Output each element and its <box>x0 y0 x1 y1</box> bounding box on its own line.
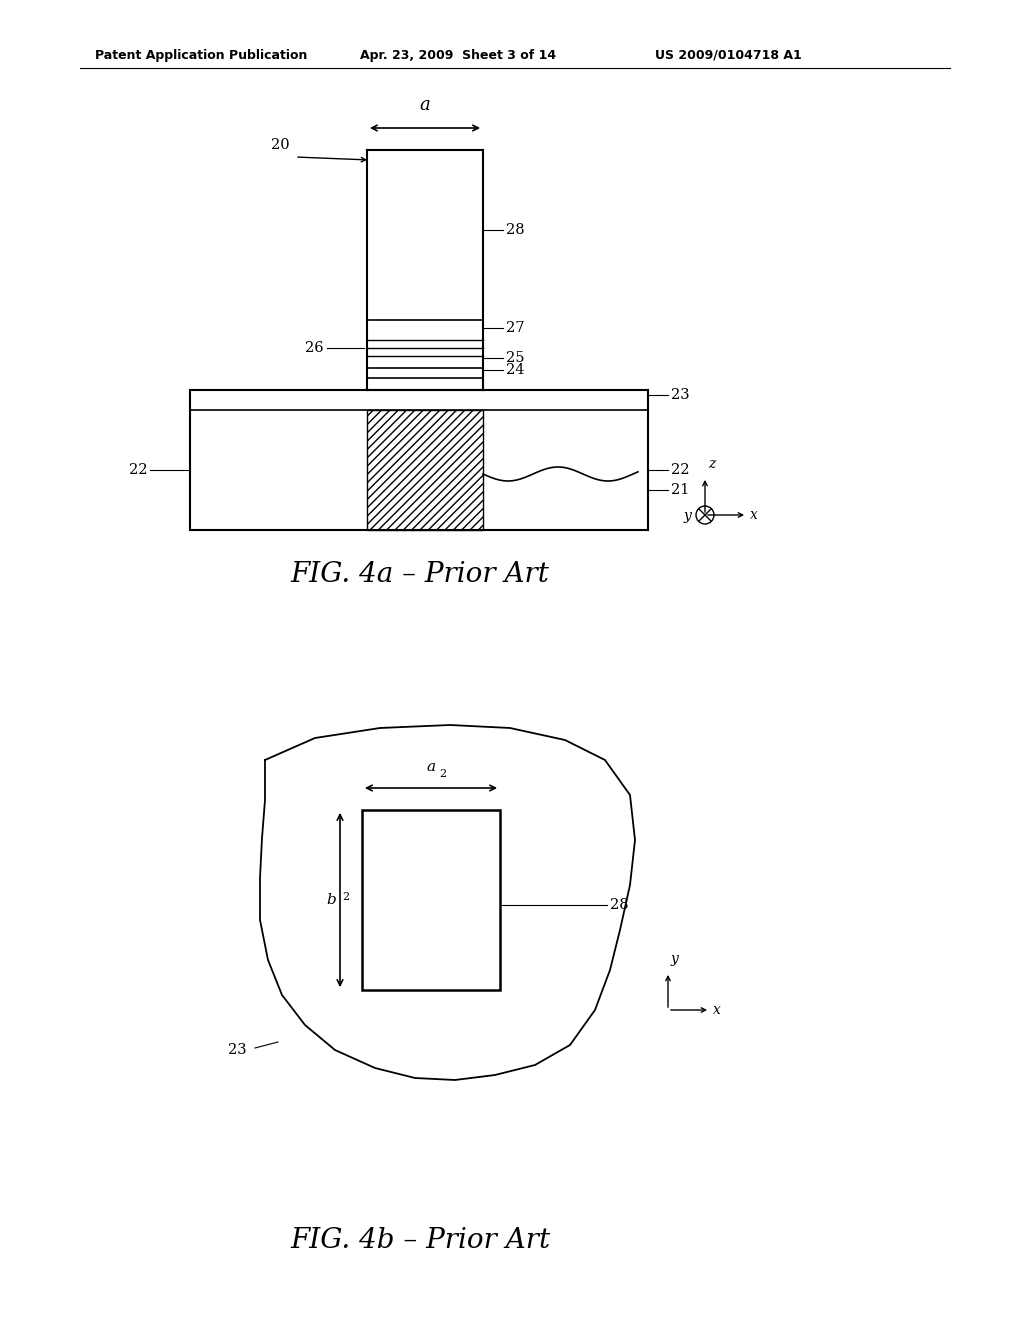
Text: 2: 2 <box>342 892 349 902</box>
Text: a: a <box>426 760 435 774</box>
Text: a: a <box>420 96 430 114</box>
Text: FIG. 4b – Prior Art: FIG. 4b – Prior Art <box>290 1226 550 1254</box>
Text: Patent Application Publication: Patent Application Publication <box>95 49 307 62</box>
Text: US 2009/0104718 A1: US 2009/0104718 A1 <box>655 49 802 62</box>
Text: 23: 23 <box>228 1043 247 1057</box>
Text: 27: 27 <box>506 321 524 335</box>
Text: 23: 23 <box>671 388 689 403</box>
Text: 24: 24 <box>506 363 524 378</box>
Text: 28: 28 <box>610 898 629 912</box>
Text: z: z <box>708 457 715 471</box>
Text: 20: 20 <box>270 139 290 152</box>
Text: 2: 2 <box>439 770 446 779</box>
Bar <box>367 411 483 531</box>
Text: y: y <box>683 510 691 523</box>
Text: x: x <box>750 508 758 521</box>
Text: b: b <box>327 894 336 907</box>
Text: 22: 22 <box>671 463 689 477</box>
Text: 26: 26 <box>305 341 324 355</box>
Bar <box>362 810 500 990</box>
Text: Apr. 23, 2009  Sheet 3 of 14: Apr. 23, 2009 Sheet 3 of 14 <box>360 49 556 62</box>
Text: 25: 25 <box>506 351 524 366</box>
Text: 21: 21 <box>671 483 689 498</box>
Text: y: y <box>671 952 679 966</box>
Text: 28: 28 <box>506 223 524 238</box>
Text: FIG. 4a – Prior Art: FIG. 4a – Prior Art <box>291 561 550 589</box>
Text: x: x <box>713 1003 721 1016</box>
Text: 22: 22 <box>128 463 147 477</box>
